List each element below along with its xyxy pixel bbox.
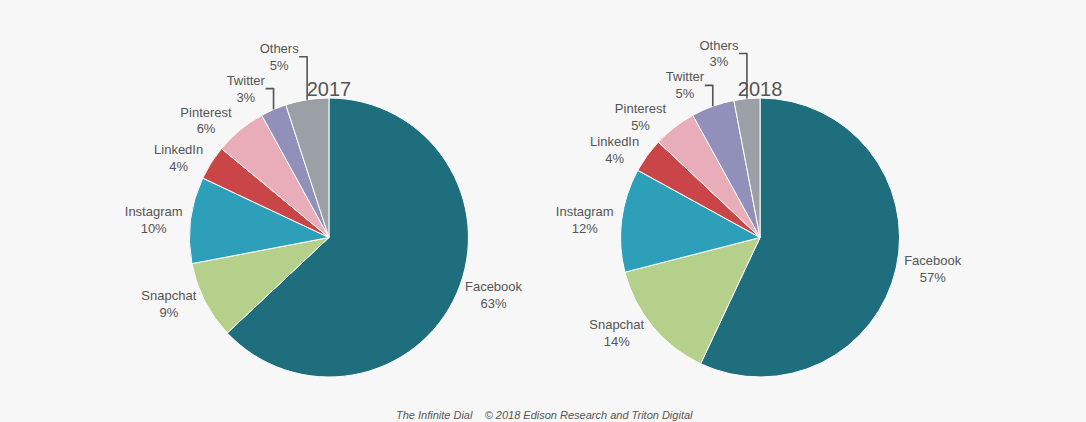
svg-text:Snapchat14%: Snapchat14% (589, 317, 644, 349)
svg-text:Twitter5%: Twitter5% (666, 69, 705, 101)
svg-text:Snapchat9%: Snapchat9% (141, 288, 196, 320)
svg-text:Pinterest5%: Pinterest5% (615, 101, 667, 133)
svg-text:2017: 2017 (307, 78, 352, 100)
svg-text:2018: 2018 (738, 78, 783, 100)
svg-text:Twitter3%: Twitter3% (227, 73, 266, 105)
svg-text:Facebook63%: Facebook63% (465, 279, 523, 311)
svg-text:LinkedIn4%: LinkedIn4% (590, 134, 639, 166)
svg-text:Facebook57%: Facebook57% (904, 253, 962, 285)
svg-text:Instagram10%: Instagram10% (125, 204, 183, 236)
svg-text:Instagram12%: Instagram12% (556, 204, 614, 236)
svg-text:The Infinite Dial © 2018 Ed: The Infinite Dial © 2018 Edison Research… (396, 409, 693, 421)
svg-text:Others3%: Others3% (699, 38, 739, 70)
svg-text:Others5%: Others5% (260, 41, 300, 73)
svg-text:LinkedIn4%: LinkedIn4% (154, 142, 203, 174)
svg-text:Pinterest6%: Pinterest6% (180, 105, 232, 137)
